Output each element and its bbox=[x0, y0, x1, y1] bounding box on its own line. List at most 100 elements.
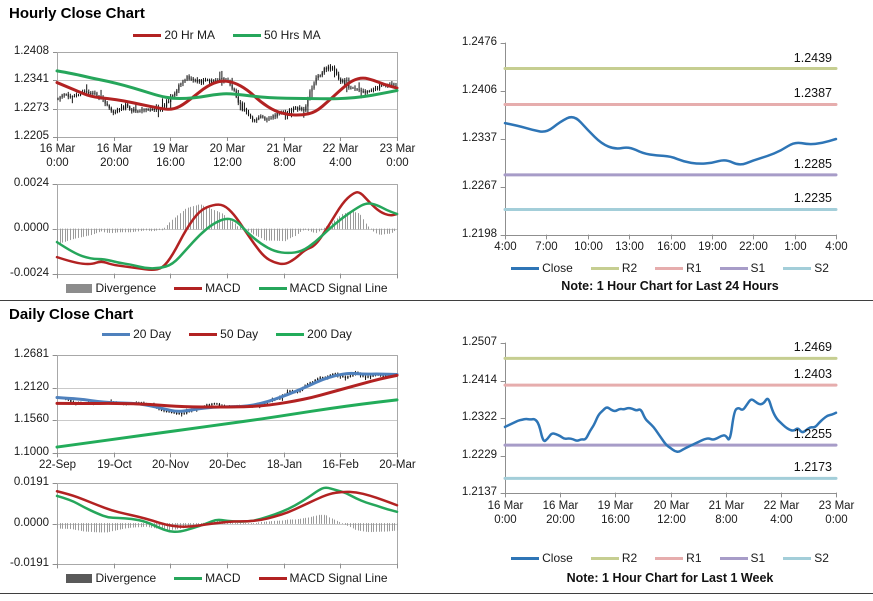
y-tick-label: 1.2198 bbox=[461, 228, 497, 240]
x-tick-label: 22:00 bbox=[739, 241, 768, 253]
level-label-s1: 1.2255 bbox=[793, 427, 832, 442]
legend-label: MACD Signal Line bbox=[289, 571, 388, 585]
x-tick-label: 20-Nov bbox=[151, 459, 190, 471]
legend-item-20-day: 20 Day bbox=[102, 327, 171, 341]
hourly-sr-legend: Close R2 R1 S1 S2 bbox=[486, 261, 854, 275]
y-tick-label: 1.2322 bbox=[461, 411, 497, 423]
x-tick-label: 20 Mar 12:00 bbox=[653, 500, 690, 526]
legend-line-swatch bbox=[655, 266, 684, 270]
legend-item-r1: R1 bbox=[655, 261, 702, 275]
legend-item-50-hrs-ma: 50 Hrs MA bbox=[233, 28, 321, 42]
x-tick-label: 16 Mar 20:00 bbox=[96, 143, 133, 169]
legend-line-swatch bbox=[655, 556, 684, 560]
legend-item-r2: R2 bbox=[590, 261, 638, 275]
daily-macd-legend: Divergence MACD MACD Signal Line bbox=[57, 571, 397, 585]
legend-item-macd: MACD bbox=[174, 571, 241, 585]
x-tick-label: 19:00 bbox=[698, 241, 727, 253]
section-divider bbox=[0, 593, 873, 594]
level-label-s2: 1.2235 bbox=[793, 191, 832, 206]
y-tick-label: 1.2337 bbox=[461, 132, 497, 144]
x-tick-label: 20 Mar 12:00 bbox=[209, 143, 246, 169]
x-tick-label: 19 Mar 16:00 bbox=[152, 143, 189, 169]
legend-label: S1 bbox=[750, 261, 766, 275]
y-tick-label: 1.2681 bbox=[13, 348, 49, 360]
y-tick-label: 0.0191 bbox=[13, 476, 49, 488]
y-tick-label: 1.2267 bbox=[461, 180, 497, 192]
legend-label: MACD Signal Line bbox=[289, 281, 388, 295]
legend-line-swatch bbox=[258, 576, 287, 580]
legend-line-swatch bbox=[189, 332, 218, 336]
level-label-r1: 1.2403 bbox=[793, 367, 832, 382]
legend-item-20-hr-ma: 20 Hr MA bbox=[133, 28, 215, 42]
daily-price-legend: 20 Day 50 Day 200 Day bbox=[57, 327, 397, 341]
x-tick-label: 22-Sep bbox=[38, 459, 77, 471]
x-tick-label: 19-Oct bbox=[97, 459, 132, 471]
legend-label: 200 Day bbox=[307, 327, 352, 341]
legend-item-200-day: 200 Day bbox=[276, 327, 352, 341]
hourly-sr-note: Note: 1 Hour Chart for Last 24 Hours bbox=[561, 279, 779, 293]
legend-line-swatch bbox=[783, 556, 812, 560]
legend-item-s2: S2 bbox=[783, 261, 829, 275]
y-tick-label: 1.2414 bbox=[461, 374, 497, 386]
x-tick-label: 16-Feb bbox=[322, 459, 359, 471]
legend-item-close: Close bbox=[511, 551, 573, 565]
legend-line-swatch bbox=[511, 556, 540, 560]
legend-label: Close bbox=[542, 551, 573, 565]
x-tick-label: 7:00 bbox=[535, 241, 558, 253]
y-tick-label: 0.0000 bbox=[13, 222, 49, 234]
x-tick-label: 16 Mar 0:00 bbox=[487, 500, 524, 526]
legend-label: R2 bbox=[621, 261, 638, 275]
legend-label: 50 Hrs MA bbox=[264, 28, 321, 42]
section-divider bbox=[0, 300, 873, 301]
y-tick-label: 1.2205 bbox=[13, 130, 49, 142]
x-tick-label: 21 Mar 8:00 bbox=[266, 143, 303, 169]
y-tick-label: 1.2476 bbox=[461, 36, 497, 48]
legend-item-macd-signal-line: MACD Signal Line bbox=[258, 281, 388, 295]
x-tick-label: 23 Mar 0:00 bbox=[379, 143, 416, 169]
legend-label: Divergence bbox=[95, 281, 157, 295]
level-label-r2: 1.2469 bbox=[793, 340, 832, 355]
legend-bar-swatch bbox=[66, 283, 93, 293]
y-tick-label: 0.0000 bbox=[13, 517, 49, 529]
x-tick-label: 22 Mar 4:00 bbox=[763, 500, 800, 526]
legend-label: 50 Day bbox=[220, 327, 259, 341]
x-tick-label: 20-Mar bbox=[379, 459, 416, 471]
daily-section-title: Daily Close Chart bbox=[9, 306, 134, 323]
hourly-section-title: Hourly Close Chart bbox=[9, 5, 145, 22]
y-tick-label: 1.1000 bbox=[13, 446, 49, 458]
legend-item-r1: R1 bbox=[655, 551, 702, 565]
daily-sr-note: Note: 1 Hour Chart for Last 1 Week bbox=[566, 571, 774, 585]
level-label-r1: 1.2387 bbox=[793, 86, 832, 101]
x-tick-label: 20-Dec bbox=[208, 459, 247, 471]
legend-label: 20 Day bbox=[133, 327, 172, 341]
legend-label: S1 bbox=[750, 551, 766, 565]
legend-item-s1: S1 bbox=[719, 261, 766, 275]
legend-line-swatch bbox=[590, 556, 619, 560]
legend-label: R1 bbox=[686, 551, 702, 565]
x-tick-label: 4:00 bbox=[825, 241, 848, 253]
x-tick-label: 16 Mar 20:00 bbox=[542, 500, 579, 526]
legend-label: MACD bbox=[205, 571, 241, 585]
x-tick-label: 23 Mar 0:00 bbox=[818, 500, 855, 526]
y-tick-label: 1.2408 bbox=[13, 45, 49, 57]
legend-item-macd-signal-line: MACD Signal Line bbox=[258, 571, 388, 585]
legend-label: S2 bbox=[814, 261, 829, 275]
legend-line-swatch bbox=[783, 266, 812, 270]
hourly-macd-legend: Divergence MACD MACD Signal Line bbox=[57, 281, 397, 295]
y-tick-label: 1.2507 bbox=[461, 336, 497, 348]
legend-bar-swatch bbox=[66, 573, 93, 583]
legend-label: MACD bbox=[205, 281, 241, 295]
y-tick-label: 1.1560 bbox=[13, 413, 49, 425]
x-tick-label: 16:00 bbox=[657, 241, 686, 253]
y-tick-label: 1.2341 bbox=[13, 73, 49, 85]
legend-item-divergence: Divergence bbox=[66, 571, 156, 585]
level-label-s1: 1.2285 bbox=[793, 156, 832, 171]
y-tick-label: -0.0024 bbox=[9, 267, 49, 279]
legend-item-r2: R2 bbox=[590, 551, 637, 565]
legend-item-close: Close bbox=[511, 261, 573, 275]
daily-sr-legend: Close R2 R1 S1 S2 bbox=[486, 551, 854, 565]
legend-line-swatch bbox=[719, 266, 748, 270]
legend-item-s2: S2 bbox=[783, 551, 829, 565]
y-tick-label: 1.2273 bbox=[13, 102, 49, 114]
